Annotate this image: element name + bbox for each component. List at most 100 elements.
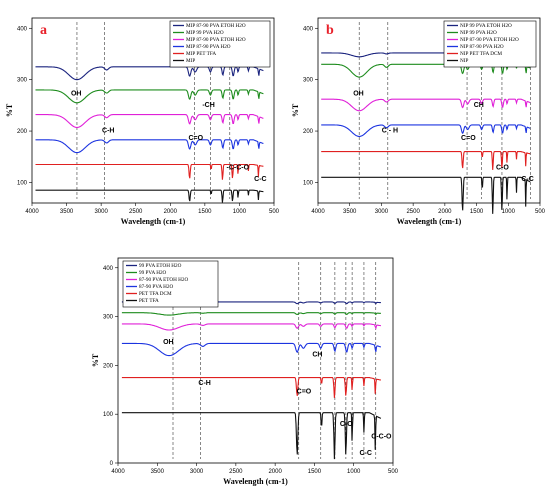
- y-tick-label: 300: [303, 78, 314, 84]
- legend: [122, 260, 219, 308]
- peak-annotation: C=O: [461, 135, 476, 142]
- chart-panel-b: b 100 200 300 400 4000 3500 3000 2500 2000 1500 100…: [291, 17, 546, 226]
- x-tick-label: 3500: [151, 469, 165, 475]
- peak-annotation: -CH: [202, 102, 214, 109]
- x-tick-label: 500: [269, 209, 280, 215]
- peak-annotation: C - H: [382, 128, 398, 135]
- x-tick-label: 1500: [198, 209, 212, 215]
- legend-entry: NIP 87-90 PVA H2O: [460, 44, 504, 50]
- peak-annotation: C-H: [198, 380, 210, 387]
- x-tick-label: 2500: [406, 209, 420, 215]
- peak-annotation: OH: [353, 91, 364, 98]
- peak-annotation: CH: [312, 351, 322, 358]
- series-line-5: [35, 189, 264, 203]
- y-axis-label: %T: [5, 103, 14, 117]
- legend-entry: NIP 99 PVA H2O: [460, 30, 497, 36]
- plot-frame: [117, 257, 394, 464]
- peak-annotation: OH: [71, 91, 82, 98]
- x-tick-label: 1000: [233, 209, 247, 215]
- series-line-4: [121, 377, 382, 398]
- peak-annotation: C=O: [188, 135, 203, 142]
- legend-entry: NIP 87-90 PVA ETOH H2O: [460, 37, 519, 43]
- chart-panel-c: c010020030040040003500300025002000150010…: [91, 257, 399, 486]
- legend-entry: MIP PET TFA: [186, 51, 216, 57]
- legend-entry: 87-90 PVA ETOH H2O: [139, 277, 188, 283]
- y-axis-label: %T: [291, 103, 300, 117]
- y-tick-label: 400: [303, 26, 314, 32]
- x-tick-label: 2000: [164, 209, 178, 215]
- peak-annotation: -C-C-O: [227, 165, 250, 172]
- legend-entry: 99 PVA H2O: [139, 270, 167, 276]
- legend-entry: NIP: [460, 58, 468, 64]
- x-axis-label: Wavelength (cm-1): [121, 217, 186, 226]
- y-tick-label: 200: [103, 363, 114, 369]
- legend: [443, 20, 537, 68]
- y-tick-label: 400: [103, 266, 114, 272]
- x-tick-label: 3000: [94, 209, 108, 215]
- y-tick-label: 200: [303, 129, 314, 135]
- series-line-4: [321, 151, 531, 170]
- y-axis-label: %T: [91, 353, 100, 367]
- x-tick-label: 3500: [60, 209, 74, 215]
- series-line-5: [121, 412, 382, 460]
- plot-frame: [317, 17, 541, 204]
- series-line-3: [121, 342, 382, 357]
- x-tick-label: 2500: [229, 469, 243, 475]
- x-axis-label: Wavelength (cm-1): [223, 477, 288, 486]
- x-tick-label: 1000: [347, 469, 361, 475]
- legend-entry: PET TFA: [139, 298, 159, 304]
- peak-annotation: OH: [163, 339, 174, 346]
- series-line-2: [35, 114, 264, 129]
- legend-entry: MIP 87-90 PVA H2O: [186, 44, 231, 50]
- peak-annotation: C-O: [340, 421, 353, 428]
- peak-annotation: C-C: [360, 450, 372, 457]
- series-line-3: [321, 124, 531, 138]
- peak-annotation: C=O: [297, 388, 312, 395]
- peak-annotation: C-C: [254, 176, 266, 183]
- x-tick-label: 4000: [25, 209, 39, 215]
- y-tick-label: 400: [17, 26, 28, 32]
- series-line-2: [321, 98, 531, 112]
- x-tick-label: 1500: [308, 469, 322, 475]
- x-tick-label: 2500: [129, 209, 143, 215]
- legend-entry: NIP PET TFA DCM: [460, 51, 502, 57]
- legend-entry: 99 PVA ETOH H2O: [139, 263, 182, 269]
- peak-annotation: C-O: [496, 165, 509, 172]
- legend-entry: MIP: [186, 58, 195, 64]
- peak-annotation: C-H: [102, 128, 114, 135]
- y-tick-label: 200: [17, 129, 28, 135]
- legend-entry: 87-90 PVA H2O: [139, 284, 173, 290]
- x-tick-label: 4000: [311, 209, 325, 215]
- x-tick-label: 4000: [111, 469, 125, 475]
- series-line-1: [121, 312, 381, 316]
- panel-label: a: [40, 23, 47, 38]
- y-tick-label: 0: [110, 461, 114, 467]
- y-tick-label: 100: [103, 412, 114, 418]
- series-line-0: [35, 66, 264, 81]
- legend-entry: MIP 99 PVA H2O: [186, 30, 224, 36]
- x-tick-label: 2000: [268, 469, 282, 475]
- x-tick-label: 500: [388, 469, 399, 475]
- peak-annotation: C-C: [521, 176, 533, 183]
- series-line-4: [35, 163, 264, 180]
- y-tick-label: 300: [17, 78, 28, 84]
- x-tick-label: 500: [535, 209, 546, 215]
- chart-panel-a: a 100 200 300 400 4000 3500 3000 2500 2000 1500 100…: [5, 17, 280, 226]
- legend-entry: NIP 99 PVA ETOH H2O: [460, 23, 512, 29]
- y-tick-label: 100: [303, 180, 314, 186]
- legend: [169, 20, 271, 68]
- x-axis-label: Wavelength (cm-1): [397, 217, 462, 226]
- series-line-1: [35, 89, 264, 104]
- peak-annotation: C-C-O: [371, 433, 392, 440]
- legend-entry: MIP 87-90 PVA ETOH H2O: [186, 23, 246, 29]
- x-tick-label: 3500: [343, 209, 357, 215]
- x-tick-label: 1000: [502, 209, 516, 215]
- series-line-3: [35, 139, 264, 154]
- peak-annotation: CH: [474, 102, 484, 109]
- y-tick-label: 300: [103, 315, 114, 321]
- series-line-5: [321, 176, 531, 214]
- series-line-2: [121, 323, 381, 331]
- x-tick-label: 2000: [438, 209, 452, 215]
- legend-entry: PET TFA DCM: [139, 291, 172, 297]
